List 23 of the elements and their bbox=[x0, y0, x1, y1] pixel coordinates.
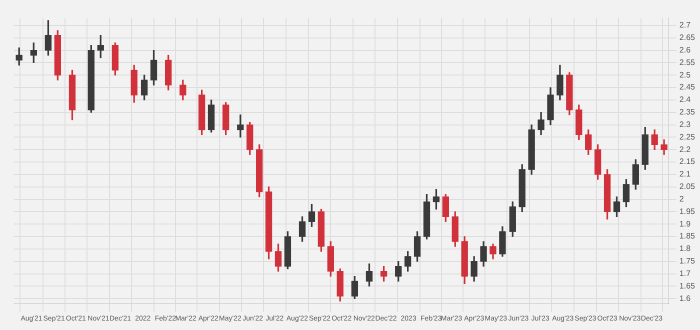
y-tick-label: 2.1 bbox=[679, 170, 692, 179]
y-tick-label: 2.35 bbox=[679, 108, 696, 117]
y-tick-label: 2.15 bbox=[679, 157, 696, 166]
y-tick-label: 2.5 bbox=[679, 70, 692, 80]
y-tick-label: 1.9 bbox=[679, 219, 692, 228]
y-tick-label: 2 bbox=[679, 194, 684, 204]
y-tick-label: 2.7 bbox=[679, 20, 692, 30]
y-tick-label: 2.05 bbox=[679, 182, 696, 192]
y-tick-label: 1.85 bbox=[679, 232, 696, 241]
y-tick-label: 2.4 bbox=[679, 95, 692, 104]
y-tick-label: 1.65 bbox=[679, 281, 696, 290]
y-tick-label: 2.55 bbox=[679, 58, 696, 67]
y-tick-label: 2.65 bbox=[679, 33, 696, 42]
y-tick-label: 1.95 bbox=[679, 206, 696, 216]
y-tick-label: 1.6 bbox=[679, 294, 692, 303]
y-tick-label: 2.3 bbox=[679, 120, 692, 129]
y-tick-label: 1.8 bbox=[679, 244, 692, 254]
y-tick-label: 2.6 bbox=[679, 45, 692, 54]
y-tick-label: 2.25 bbox=[679, 132, 696, 142]
y-tick-label: 1.75 bbox=[679, 256, 696, 266]
y-tick-label: 1.7 bbox=[679, 269, 692, 278]
y-tick-label: 2.2 bbox=[679, 144, 692, 154]
y-tick-label: 2.45 bbox=[679, 82, 696, 92]
